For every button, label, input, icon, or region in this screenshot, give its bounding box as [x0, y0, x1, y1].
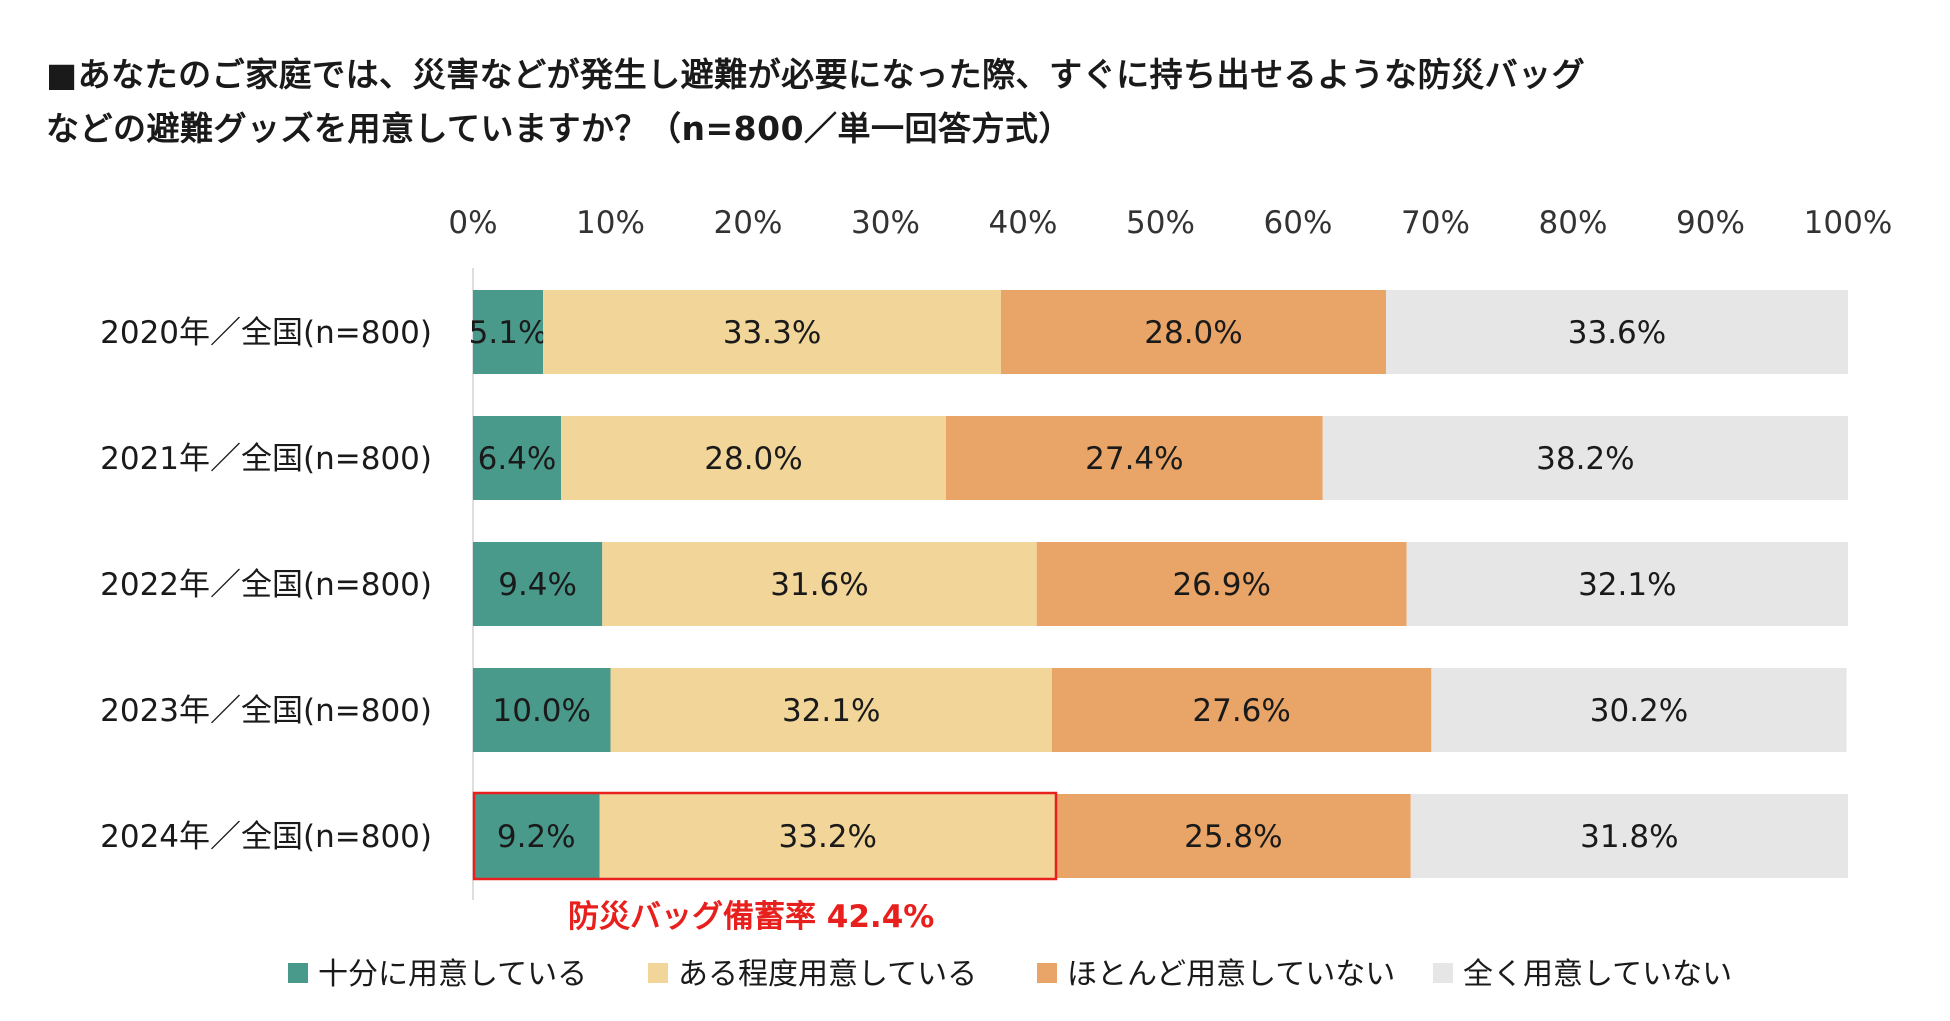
- data-label: 33.2%: [779, 819, 877, 855]
- bar-segment: [602, 542, 1037, 626]
- legend-swatch: [288, 963, 308, 983]
- highlight-annotation: 防災バッグ備蓄率 42.4%: [568, 899, 934, 935]
- data-label: 33.3%: [723, 315, 821, 351]
- bar-segment: [543, 290, 1001, 374]
- legend-label: ほとんど用意していない: [1067, 957, 1395, 992]
- bar-segment: [1322, 416, 1848, 500]
- legend-swatch: [1433, 963, 1453, 983]
- x-tick-label: 10%: [576, 205, 645, 241]
- legend-swatch: [1037, 963, 1057, 983]
- legend-label: ある程度用意している: [678, 957, 977, 992]
- x-tick-label: 40%: [989, 205, 1058, 241]
- data-label: 30.2%: [1590, 693, 1688, 729]
- bar-segment: [473, 668, 611, 752]
- data-label: 31.6%: [770, 567, 868, 603]
- bar-segment: [610, 668, 1052, 752]
- bar-segment: [1410, 794, 1848, 878]
- bar-segment: [946, 416, 1323, 500]
- category-label: 2023年／全国(n=800): [100, 693, 432, 729]
- bar-segment: [599, 794, 1056, 878]
- data-label: 10.0%: [493, 693, 591, 729]
- bar-segment: [1036, 542, 1407, 626]
- x-tick-label: 80%: [1539, 205, 1608, 241]
- data-label: 9.4%: [498, 567, 577, 603]
- category-label: 2024年／全国(n=800): [100, 819, 432, 855]
- data-label: 6.4%: [478, 441, 557, 477]
- category-label: 2020年／全国(n=800): [100, 315, 432, 351]
- legend-label: 全く用意していない: [1463, 957, 1732, 992]
- x-tick-label: 30%: [851, 205, 920, 241]
- data-label: 25.8%: [1184, 819, 1282, 855]
- x-tick-label: 90%: [1676, 205, 1745, 241]
- data-label: 31.8%: [1580, 819, 1678, 855]
- bar-segment: [1406, 542, 1848, 626]
- bar-segment: [1431, 668, 1847, 752]
- data-label: 26.9%: [1172, 567, 1270, 603]
- category-label: 2021年／全国(n=800): [100, 441, 432, 477]
- x-tick-label: 60%: [1264, 205, 1333, 241]
- legend-swatch: [648, 963, 668, 983]
- data-label: 27.4%: [1085, 441, 1183, 477]
- bar-segment: [473, 416, 561, 500]
- highlight-box: [472, 791, 1058, 881]
- x-tick-label: 100%: [1804, 205, 1893, 241]
- x-tick-label: 50%: [1126, 205, 1195, 241]
- x-tick-label: 0%: [448, 205, 497, 241]
- data-label: 28.0%: [704, 441, 802, 477]
- chart-title-line-1: ■あなたのご家庭では、災害などが発生し避難が必要になった際、すぐに持ち出せるよう…: [46, 55, 1586, 94]
- bar-segment: [473, 794, 600, 878]
- bar-segment: [1386, 290, 1848, 374]
- data-label: 28.0%: [1144, 315, 1242, 351]
- bar-segment: [1056, 794, 1411, 878]
- data-label: 32.1%: [782, 693, 880, 729]
- data-label: 9.2%: [497, 819, 576, 855]
- chart-title-line-2: などの避難グッズを用意していますか？（n=800／単一回答方式）: [46, 109, 1073, 148]
- bar-segment: [561, 416, 946, 500]
- bar-segment: [473, 290, 544, 374]
- bar-segment: [473, 542, 603, 626]
- data-label: 5.1%: [469, 315, 548, 351]
- bar-segment: [1001, 290, 1386, 374]
- data-label: 33.6%: [1568, 315, 1666, 351]
- bar-segment: [1051, 668, 1432, 752]
- legend-label: 十分に用意している: [318, 957, 587, 992]
- data-label: 32.1%: [1578, 567, 1676, 603]
- data-label: 27.6%: [1192, 693, 1290, 729]
- data-label: 38.2%: [1536, 441, 1634, 477]
- category-label: 2022年／全国(n=800): [100, 567, 432, 603]
- x-tick-label: 20%: [714, 205, 783, 241]
- x-tick-label: 70%: [1401, 205, 1470, 241]
